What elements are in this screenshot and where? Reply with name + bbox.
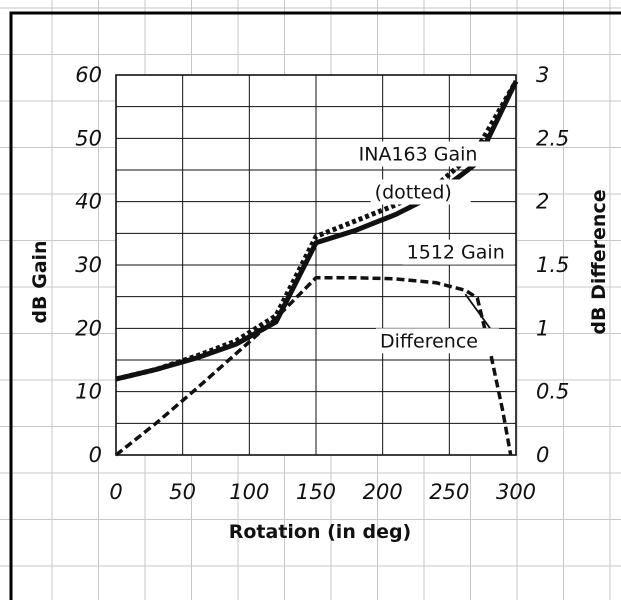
annotation-label: INA163 Gain [359,144,478,166]
annotation-label: (dotted) [375,182,452,204]
x-tick-label: 150 [296,480,336,504]
y-right-tick-label: 2 [536,190,549,214]
annotation-background [402,239,515,265]
y-left-tick-label: 50 [75,126,102,150]
y-right-tick-label: 0 [536,443,549,467]
y-axis-right-title: dB Difference [588,189,610,334]
y-left-tick-label: 10 [75,380,102,404]
figure-frame [9,11,621,600]
x-tick-label: 250 [429,480,469,504]
annotation-label: 1512 Gain [407,242,505,264]
y-right-tick-label: 1.5 [536,253,569,277]
plot-grid [115,74,517,456]
annotation-background [354,141,490,167]
y-right-tick-label: 2.5 [536,126,569,150]
y-left-tick-label: 0 [89,443,102,467]
annotations: INA163 Gain (dotted) 1512 Gain Difference [354,141,515,354]
annotation-background [370,179,471,205]
y-left-tick-label: 20 [75,316,102,340]
plot-border [115,74,517,456]
y-right-tick-label: 1 [536,316,549,340]
y-left-tick-label: 40 [75,190,102,214]
y-left-tick-label: 30 [75,253,102,277]
y-right-tick-label: 3 [536,63,549,87]
annotation-label: Difference [380,330,478,352]
x-tick-label: 100 [229,480,269,504]
series-line-ina163-gain [115,80,519,382]
x-tick-label: 0 [109,480,122,504]
y-left-tick-label: 60 [75,63,102,87]
x-tick-label: 200 [363,480,403,504]
x-axis-title: Rotation (in deg) [229,521,412,543]
annotation-background [376,328,499,354]
x-tick-label: 300 [496,480,536,504]
y-axis-left-title: dB Gain [29,240,51,323]
y-right-tick-label: 0.5 [536,380,569,404]
x-tick-label: 50 [169,480,196,504]
tick-labels: 0 50 100 150 200 250 300010203040506000.511.52… [75,63,569,504]
